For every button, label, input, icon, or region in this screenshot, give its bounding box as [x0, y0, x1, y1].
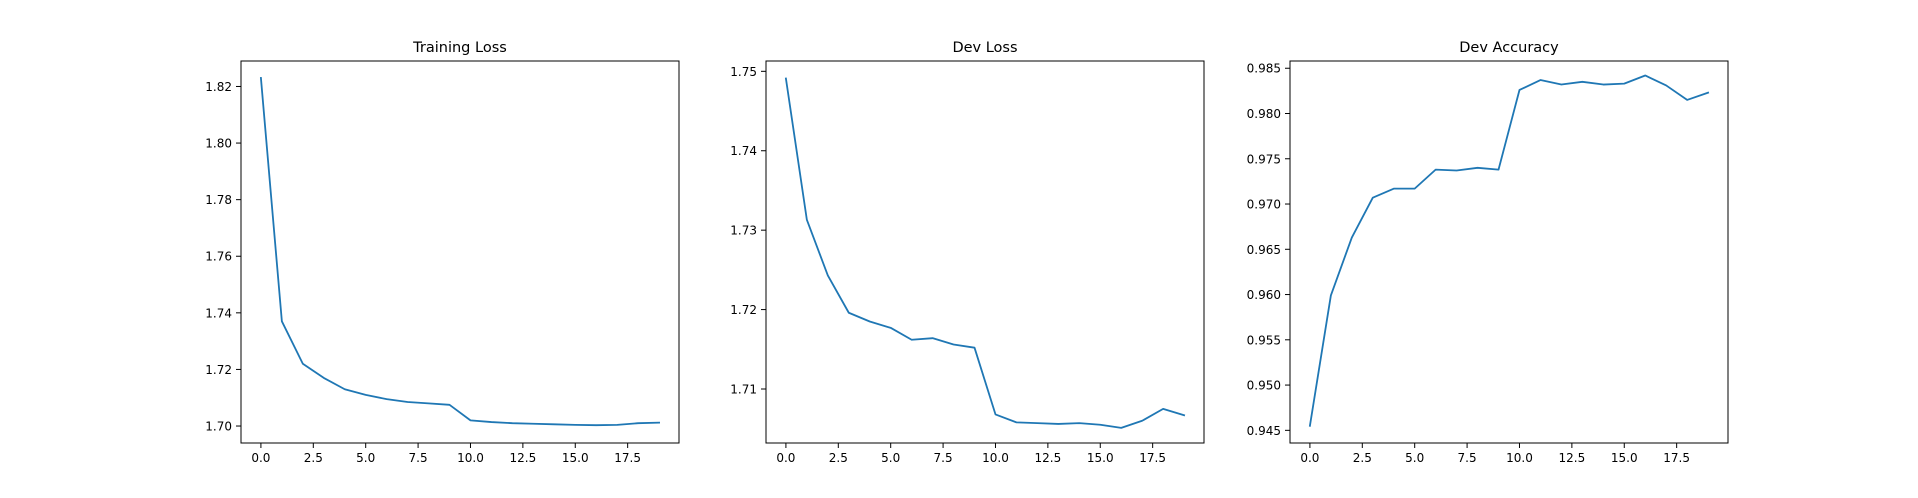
y-tick-label: 1.74 [205, 306, 232, 320]
y-tick-label: 1.80 [205, 137, 232, 151]
y-tick-label: 1.73 [730, 224, 757, 238]
x-tick-label: 0.0 [1300, 451, 1319, 465]
y-tick-label: 1.82 [205, 80, 232, 94]
chart-title: Training Loss [412, 40, 507, 56]
x-tick-label: 17.5 [1139, 451, 1166, 465]
chart-dev-loss: Dev Loss 0.0 2.5 5.0 7.5 10.0 12.5 15.0 17.5 1.71… [730, 40, 1205, 465]
x-tick-label: 2.5 [304, 451, 323, 465]
y-tick-label: 0.985 [1247, 62, 1281, 76]
y-tick-label: 0.950 [1247, 379, 1281, 393]
chart-training-loss: Training Loss 0.0 2.5 5.0 7.5 10.0 12.5 15.0 17.… [205, 40, 680, 465]
y-tick-label: 0.955 [1247, 333, 1281, 347]
x-tick-label: 10.0 [1506, 451, 1533, 465]
y-tick-label: 1.70 [205, 420, 232, 434]
x-tick-label: 7.5 [934, 451, 953, 465]
chart-title: Dev Loss [952, 40, 1017, 56]
series-line [784, 77, 1186, 429]
x-tick-label: 5.0 [356, 451, 375, 465]
y-tick-label: 0.975 [1247, 152, 1281, 166]
y-tick-label: 1.74 [730, 144, 757, 158]
series-line [1308, 74, 1710, 427]
x-tick-label: 15.0 [562, 451, 589, 465]
x-tick-label: 10.0 [457, 451, 484, 465]
x-tick-label: 12.5 [1559, 451, 1586, 465]
series-line [259, 77, 661, 427]
y-tick-label: 0.945 [1247, 424, 1281, 438]
x-tick-label: 0.0 [776, 451, 795, 465]
x-tick-label: 5.0 [1405, 451, 1424, 465]
y-tick-label: 1.72 [730, 303, 757, 317]
x-tick-label: 2.5 [1353, 451, 1372, 465]
y-tick-label: 0.980 [1247, 107, 1281, 121]
x-tick-label: 2.5 [829, 451, 848, 465]
x-tick-label: 17.5 [1663, 451, 1690, 465]
axes-frame [1289, 60, 1729, 444]
x-tick-label: 17.5 [614, 451, 641, 465]
x-tick-label: 7.5 [409, 451, 428, 465]
x-tick-label: 10.0 [982, 451, 1009, 465]
chart-title: Dev Accuracy [1459, 40, 1559, 56]
y-tick-label: 0.965 [1247, 243, 1281, 257]
y-tick-label: 1.76 [205, 250, 232, 264]
x-tick-label: 12.5 [1035, 451, 1062, 465]
axes-frame [765, 60, 1205, 444]
y-tick-label: 1.78 [205, 193, 232, 207]
y-tick-label: 1.75 [730, 65, 757, 79]
axes-frame [240, 60, 680, 444]
x-tick-label: 7.5 [1458, 451, 1477, 465]
y-tick-label: 0.970 [1247, 198, 1281, 212]
y-tick-label: 1.71 [730, 382, 757, 396]
x-tick-label: 15.0 [1611, 451, 1638, 465]
y-tick-label: 1.72 [205, 363, 232, 377]
x-tick-label: 12.5 [510, 451, 537, 465]
x-tick-label: 0.0 [251, 451, 270, 465]
y-tick-label: 0.960 [1247, 288, 1281, 302]
chart-dev-accuracy: Dev Accuracy 0.0 2.5 5.0 7.5 10.0 12.5 15.0 17.5… [1247, 40, 1729, 465]
x-tick-label: 5.0 [881, 451, 900, 465]
x-tick-label: 15.0 [1087, 451, 1114, 465]
